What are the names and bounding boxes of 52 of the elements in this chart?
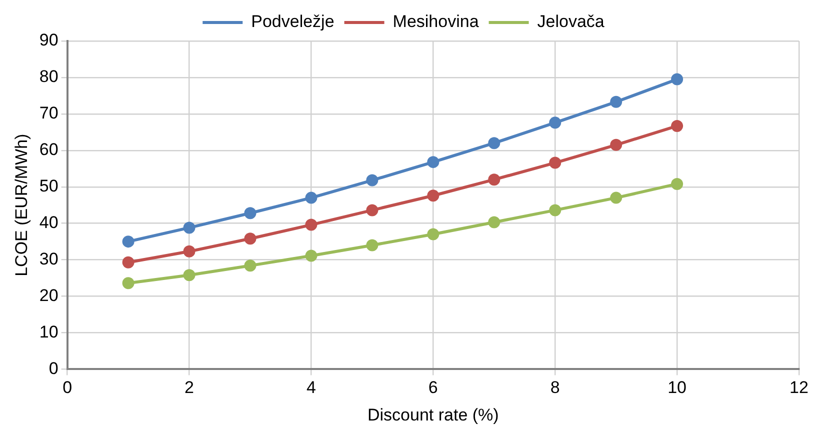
- x-tick-label: 10: [668, 378, 687, 398]
- point: [427, 156, 440, 168]
- point: [671, 178, 684, 190]
- point: [610, 192, 622, 204]
- y-tick-label: 70: [39, 104, 58, 123]
- x-tick-label: 2: [184, 378, 194, 398]
- legend-label: Podveležje: [251, 12, 334, 32]
- point: [183, 269, 196, 282]
- point: [366, 174, 378, 186]
- legend-label: Jelovača: [537, 12, 605, 32]
- y-tick-label: 90: [39, 30, 58, 50]
- point: [427, 190, 440, 202]
- y-tick-label: 0: [48, 358, 58, 378]
- point: [122, 256, 134, 268]
- x-tick-label: 8: [550, 378, 560, 398]
- point: [549, 116, 562, 129]
- legend-label: Mesihovina: [392, 12, 480, 32]
- point: [244, 207, 256, 220]
- point: [183, 245, 196, 258]
- x-axis-title: Discount rate (%): [367, 405, 499, 424]
- x-tick-label: 4: [306, 378, 316, 398]
- point: [671, 120, 684, 132]
- point: [305, 192, 318, 204]
- point: [305, 250, 318, 262]
- point: [244, 260, 256, 272]
- point: [183, 222, 196, 234]
- point: [549, 156, 562, 169]
- y-tick-label: 20: [39, 286, 58, 305]
- point: [427, 228, 440, 240]
- y-axis-title: LCOE (EUR/MWh): [12, 134, 31, 276]
- y-tick-label: 30: [39, 249, 58, 268]
- y-tick-label: 40: [39, 213, 58, 232]
- x-tick-label: 12: [790, 378, 808, 398]
- point: [244, 232, 256, 245]
- point: [366, 204, 378, 216]
- point: [122, 236, 134, 248]
- x-tick-label: 0: [62, 378, 72, 398]
- point: [549, 204, 562, 216]
- point: [610, 96, 622, 108]
- point: [122, 277, 134, 290]
- point: [488, 174, 500, 186]
- y-tick-label: 10: [39, 322, 58, 342]
- y-tick-label: 80: [39, 67, 58, 86]
- point: [488, 137, 500, 150]
- point: [305, 218, 318, 231]
- point: [671, 73, 684, 86]
- y-tick-label: 60: [39, 140, 58, 160]
- point: [610, 138, 622, 151]
- point: [366, 239, 378, 252]
- y-tick-label: 50: [39, 176, 58, 196]
- point: [488, 216, 500, 228]
- x-tick-label: 6: [428, 378, 438, 398]
